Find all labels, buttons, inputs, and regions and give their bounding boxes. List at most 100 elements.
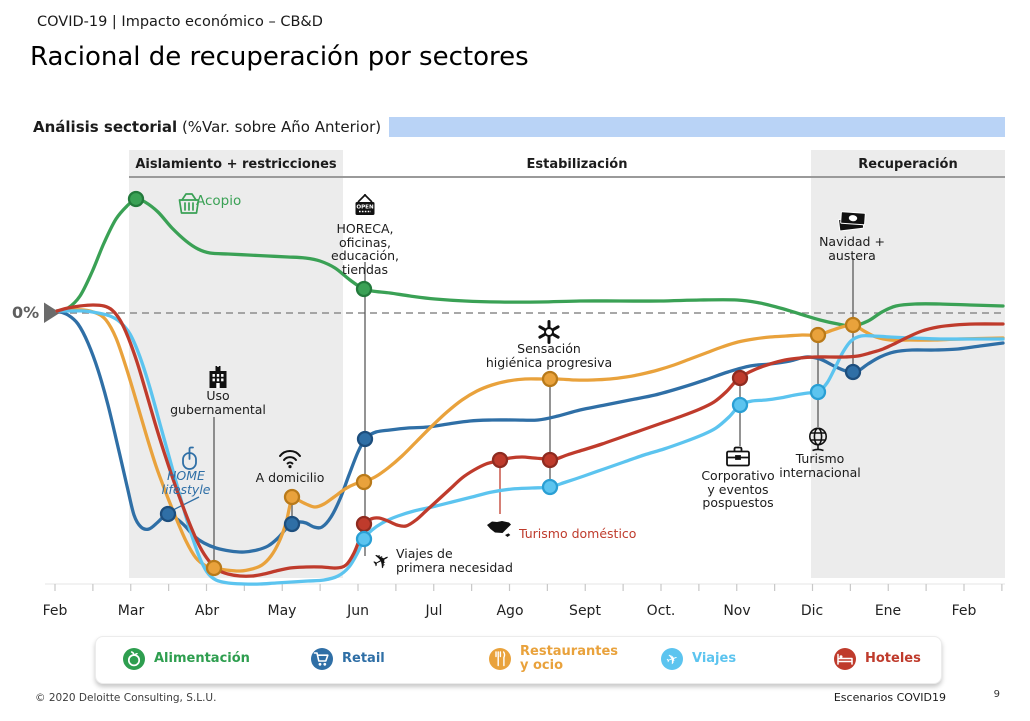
legend-marker: ✈ <box>661 648 683 670</box>
bed-icon <box>837 653 853 665</box>
data-point-hoteles <box>541 451 559 469</box>
data-point-restaurantes <box>355 473 373 491</box>
data-point-hoteles <box>491 451 509 469</box>
annotation-icon-navidad-austera <box>837 210 867 232</box>
x-axis-label-ene: Ene <box>874 603 902 619</box>
x-axis-label-sept: Sept <box>569 603 601 619</box>
legend-marker <box>123 648 145 670</box>
footer-scenario-label: Escenarios COVID19 <box>833 691 946 704</box>
phase-band-0 <box>129 150 343 578</box>
phase-label-1: Estabilización <box>526 157 628 172</box>
annotation-icon-turismo-internacional <box>805 426 831 454</box>
legend-label: Retail <box>342 651 385 666</box>
annotation-icon-sensacion-higienica <box>536 319 562 345</box>
legend-item-hoteles: Hoteles <box>834 641 921 677</box>
x-axis-label-abr: Abr <box>194 603 220 619</box>
annotation-connector <box>172 496 200 511</box>
annotation-label-sensacion-higienica: Sensación higiénica progresiva <box>485 341 613 370</box>
legend-item-retail: Retail <box>311 641 385 677</box>
footer-copyright: © 2020 Deloitte Consulting, S.L.U. <box>35 692 217 704</box>
utensils-icon <box>495 651 506 667</box>
data-point-viajes <box>731 396 749 414</box>
annotation-label-horeca: HORECA, oficinas, educación, tiendas <box>331 221 399 277</box>
legend-item-alimentación: Alimentación <box>123 641 250 677</box>
chart-subtitle: Análisis sectorial (%Var. sobre Año Ante… <box>33 118 381 136</box>
annotation-icon-uso-gubernamental <box>206 365 231 388</box>
briefcase-icon <box>726 446 750 467</box>
annotation-icon-corporativo <box>724 444 752 468</box>
data-point-retail <box>159 505 177 523</box>
zero-percent-label: 0% <box>12 303 40 322</box>
data-point-retail <box>356 430 374 448</box>
data-point-restaurantes <box>541 370 559 388</box>
money-icon <box>838 211 866 232</box>
data-point-viajes <box>355 530 373 548</box>
svg-text:OPEN: OPEN <box>356 205 374 211</box>
legend-box <box>95 636 942 684</box>
data-point-restaurantes <box>844 316 862 334</box>
legend-item-restaurantes: Restaurantes y ocio <box>489 641 618 677</box>
data-point-restaurantes <box>809 326 827 344</box>
annotation-icon-viajes-primera-necesidad: ✈ <box>368 546 396 576</box>
legend-label: Restaurantes y ocio <box>520 644 619 673</box>
page-title: Racional de recuperación por sectores <box>30 42 529 72</box>
data-point-retail <box>844 363 862 381</box>
annotation-icon-home-lifestyle <box>179 446 201 471</box>
data-point-retail <box>283 515 301 533</box>
x-axis-label-ago: Ago <box>496 603 524 619</box>
apple-icon <box>127 651 141 667</box>
zero-arrow-marker <box>44 302 60 323</box>
annotation-label-turismo-domestico: Turismo doméstico <box>519 526 637 541</box>
data-point-hoteles <box>355 515 373 533</box>
annotation-icon-horeca: OPEN <box>351 193 379 220</box>
annotation-label-acopio: Acopio <box>196 193 242 209</box>
basket-icon <box>178 193 200 214</box>
annotation-label-a-domicilio: A domicilio <box>255 470 325 485</box>
plane-legend-icon: ✈ <box>664 650 680 669</box>
cart-icon <box>313 652 329 666</box>
spain-icon <box>487 521 511 537</box>
annotation-label-turismo-internacional: Turismo internacional <box>779 451 861 480</box>
subtitle-bold: Análisis sectorial <box>33 118 178 136</box>
legend-label: Viajes <box>692 651 737 666</box>
data-point-viajes <box>809 383 827 401</box>
annotation-label-home-lifestyle: HOME lifestyle <box>161 468 211 497</box>
annotation-icon-turismo-domestico <box>484 514 516 542</box>
x-axis-label-feb: Feb <box>42 603 68 619</box>
annotation-label-viajes-primera-necesidad: Viajes de primera necesidad <box>396 546 513 575</box>
mouse-icon <box>182 446 197 470</box>
data-point-alimentacion <box>127 190 145 208</box>
annotation-icon-a-domicilio <box>276 446 304 469</box>
data-point-viajes <box>541 478 559 496</box>
phase-label-0: Aislamiento + restricciones <box>135 157 337 172</box>
plane-icon: ✈ <box>368 546 395 576</box>
data-point-restaurantes <box>283 488 301 506</box>
legend-marker <box>834 648 856 670</box>
slide-eyebrow: COVID-19 | Impacto económico – CB&D <box>37 14 323 30</box>
legend-marker <box>489 648 511 670</box>
subtitle-rest: (%Var. sobre Año Anterior) <box>177 118 382 136</box>
x-axis-label-dic: Dic <box>800 603 824 619</box>
legend-item-viajes: ✈ Viajes <box>661 641 736 677</box>
annotation-label-navidad-austera: Navidad + austera <box>819 234 885 263</box>
open-sign-icon: OPEN <box>355 194 375 215</box>
wifi-icon <box>279 450 301 469</box>
data-point-restaurantes <box>205 559 223 577</box>
x-axis-label-jul: Jul <box>425 603 443 619</box>
svg-text:✈: ✈ <box>664 650 680 669</box>
subtitle-highlight-bar <box>389 117 1005 137</box>
svg-text:✈: ✈ <box>368 548 395 576</box>
x-axis-label-nov: Nov <box>723 603 751 619</box>
legend-marker <box>311 648 333 670</box>
building-icon <box>209 365 227 388</box>
globe-icon <box>809 427 827 452</box>
annotation-icon-acopio <box>176 192 202 215</box>
data-point-alimentacion <box>355 280 373 298</box>
legend-label: Alimentación <box>154 651 250 666</box>
x-axis-label-mar: Mar <box>117 603 145 619</box>
x-axis-label-jun: Jun <box>347 603 369 619</box>
annotation-label-corporativo: Corporativo y eventos pospuestos <box>701 468 775 510</box>
data-point-hoteles <box>731 369 749 387</box>
x-axis-label-oct: Oct. <box>646 603 676 619</box>
